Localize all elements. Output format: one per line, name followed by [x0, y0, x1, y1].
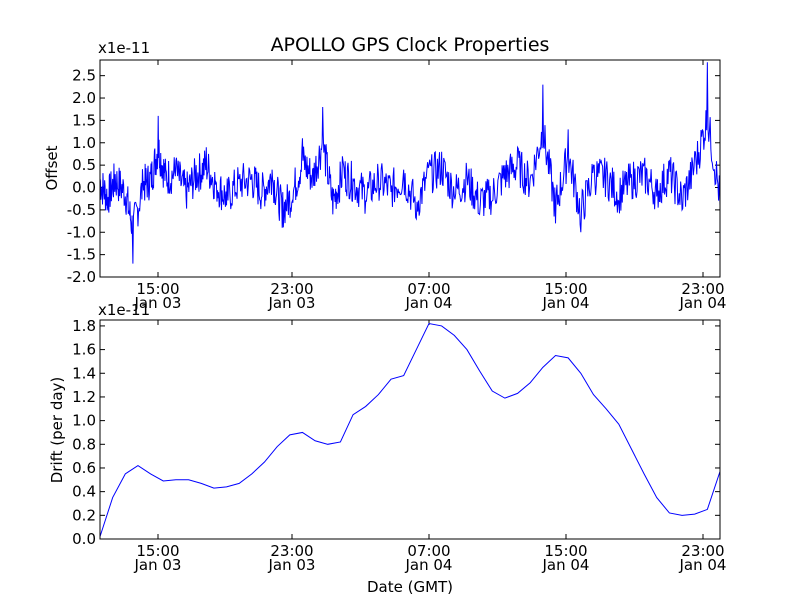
offset-y-tick-label: 2.0: [72, 89, 96, 107]
drift-y-tick-label: 1.6: [72, 341, 96, 359]
offset-x-tick-date-label: Jan 04: [405, 294, 453, 312]
drift-y-tick-label: 0.6: [72, 459, 96, 477]
drift-x-tick-date-label: Jan 03: [268, 556, 316, 574]
drift-y-axis-label: Drift (per day): [48, 377, 66, 484]
offset-x-tick-time-label: 23:00: [681, 280, 724, 298]
drift-plot-area: [100, 320, 720, 539]
drift-y-tick-label: 1.8: [72, 317, 96, 335]
drift-x-tick-time-label: 23:00: [270, 542, 313, 560]
offset-y-tick-label: 1.5: [72, 111, 96, 129]
offset-x-tick-date-label: Jan 04: [542, 294, 590, 312]
offset-x-tick-time-label: 15:00: [544, 280, 587, 298]
offset-y-tick-label: 0.0: [72, 179, 96, 197]
drift-x-tick-time-label: 23:00: [681, 542, 724, 560]
drift-x-tick-date-label: Jan 04: [542, 556, 590, 574]
offset-exponent-label: x1e-11: [98, 39, 150, 57]
offset-y-tick-label: -0.5: [67, 201, 96, 219]
drift-y-tick-label: 0.2: [72, 506, 96, 524]
offset-plot-area: [100, 60, 720, 277]
drift-exponent-label: x1e-11: [98, 301, 150, 319]
offset-ticks: -2.0-1.5-1.0-0.50.00.51.01.52.02.515:00J…: [67, 60, 727, 312]
drift-x-tick-date-label: Jan 04: [405, 556, 453, 574]
chart-title: APOLLO GPS Clock Properties: [271, 34, 550, 56]
offset-y-tick-label: -1.5: [67, 246, 96, 264]
offset-y-tick-label: 2.5: [72, 67, 96, 85]
drift-y-tick-label: 0.0: [72, 530, 96, 548]
offset-y-tick-label: 0.5: [72, 156, 96, 174]
offset-panel: -2.0-1.5-1.0-0.50.00.51.01.52.02.515:00J…: [43, 39, 726, 312]
offset-x-tick-time-label: 15:00: [136, 280, 179, 298]
offset-y-tick-label: -1.0: [67, 223, 96, 241]
drift-series-line: [99, 322, 721, 537]
offset-y-axis-label: Offset: [43, 145, 61, 190]
offset-x-tick-date-label: Jan 03: [134, 294, 182, 312]
offset-y-tick-label: -2.0: [67, 268, 96, 286]
drift-x-tick-time-label: 07:00: [407, 542, 450, 560]
drift-x-tick-time-label: 15:00: [544, 542, 587, 560]
offset-y-tick-label: 1.0: [72, 134, 96, 152]
offset-series-line: [99, 62, 721, 264]
drift-y-tick-label: 1.4: [72, 364, 96, 382]
offset-x-tick-time-label: 23:00: [270, 280, 313, 298]
drift-y-tick-label: 1.0: [72, 412, 96, 430]
drift-y-tick-label: 1.2: [72, 388, 96, 406]
drift-y-tick-label: 0.4: [72, 483, 96, 501]
drift-x-tick-date-label: Jan 03: [134, 556, 182, 574]
offset-x-tick-date-label: Jan 03: [268, 294, 316, 312]
x-axis-label: Date (GMT): [367, 578, 453, 596]
drift-y-tick-label: 0.8: [72, 435, 96, 453]
offset-frame: [99, 59, 721, 278]
offset-x-tick-time-label: 07:00: [407, 280, 450, 298]
offset-x-tick-date-label: Jan 04: [679, 294, 727, 312]
drift-x-tick-time-label: 15:00: [136, 542, 179, 560]
drift-x-tick-date-label: Jan 04: [679, 556, 727, 574]
drift-frame: [99, 319, 721, 540]
